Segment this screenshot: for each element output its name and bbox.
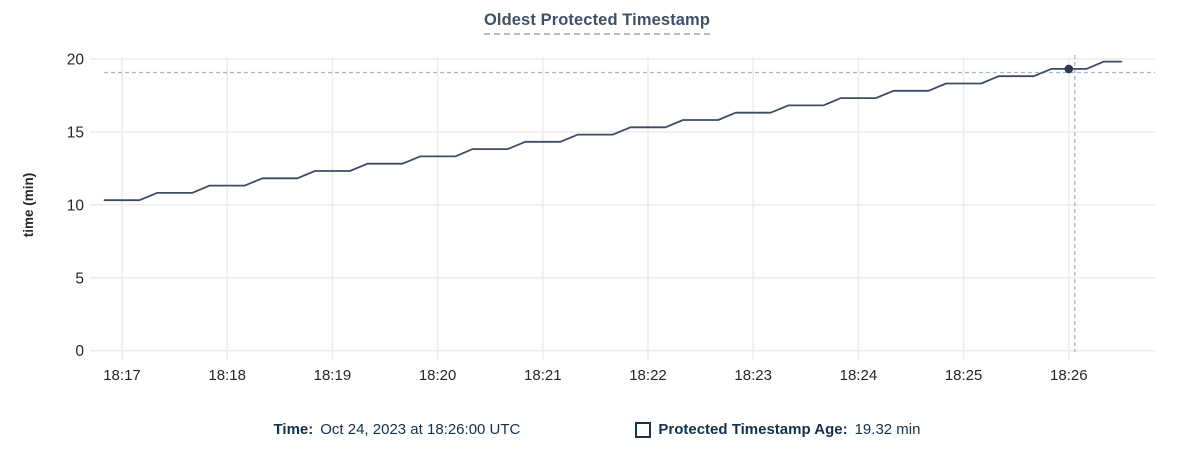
y-tick-label: 10 [67,197,85,214]
x-tick-label: 18:18 [208,367,246,384]
series-checkbox-icon[interactable] [635,421,652,438]
time-label: Time: [273,421,314,438]
y-tick-label: 15 [67,124,84,141]
y-tick-label: 0 [75,343,84,360]
series-label: Protected Timestamp Age: [658,421,848,438]
chart-header: Oldest Protected Timestamp [0,11,1194,35]
x-tick-label: 18:26 [1050,367,1088,384]
y-tick-label: 20 [67,52,85,69]
series-line [103,60,1123,202]
time-value: Oct 24, 2023 at 18:26:00 UTC [320,421,521,438]
x-tick-label: 18:20 [419,367,457,384]
y-tick-label: 5 [75,270,84,287]
y-axis-title: time (min) [21,173,36,238]
x-tick-label: 18:22 [629,367,667,384]
x-tick-label: 18:21 [524,367,562,384]
chart-plot-area[interactable]: 0 5 10 15 20 18:17 18:18 18:19 18:20 18:21 18:22 18… [0,0,1194,405]
series-legend-group: Protected Timestamp Age: 19.32 min [635,421,920,438]
chart-footer-legend: Time: Oct 24, 2023 at 18:26:00 UTC Prote… [0,421,1194,438]
hover-point-dot [1064,64,1074,74]
x-tick-label: 18:23 [734,367,772,384]
x-tick-label: 18:25 [945,367,983,384]
chart-title[interactable]: Oldest Protected Timestamp [483,11,711,35]
x-tick-label: 18:19 [314,367,352,384]
x-tick-label: 18:17 [103,367,141,384]
hover-time-group: Time: Oct 24, 2023 at 18:26:00 UTC [274,421,521,438]
series-value: 19.32 min [854,421,921,438]
x-tick-label: 18:24 [840,367,878,384]
